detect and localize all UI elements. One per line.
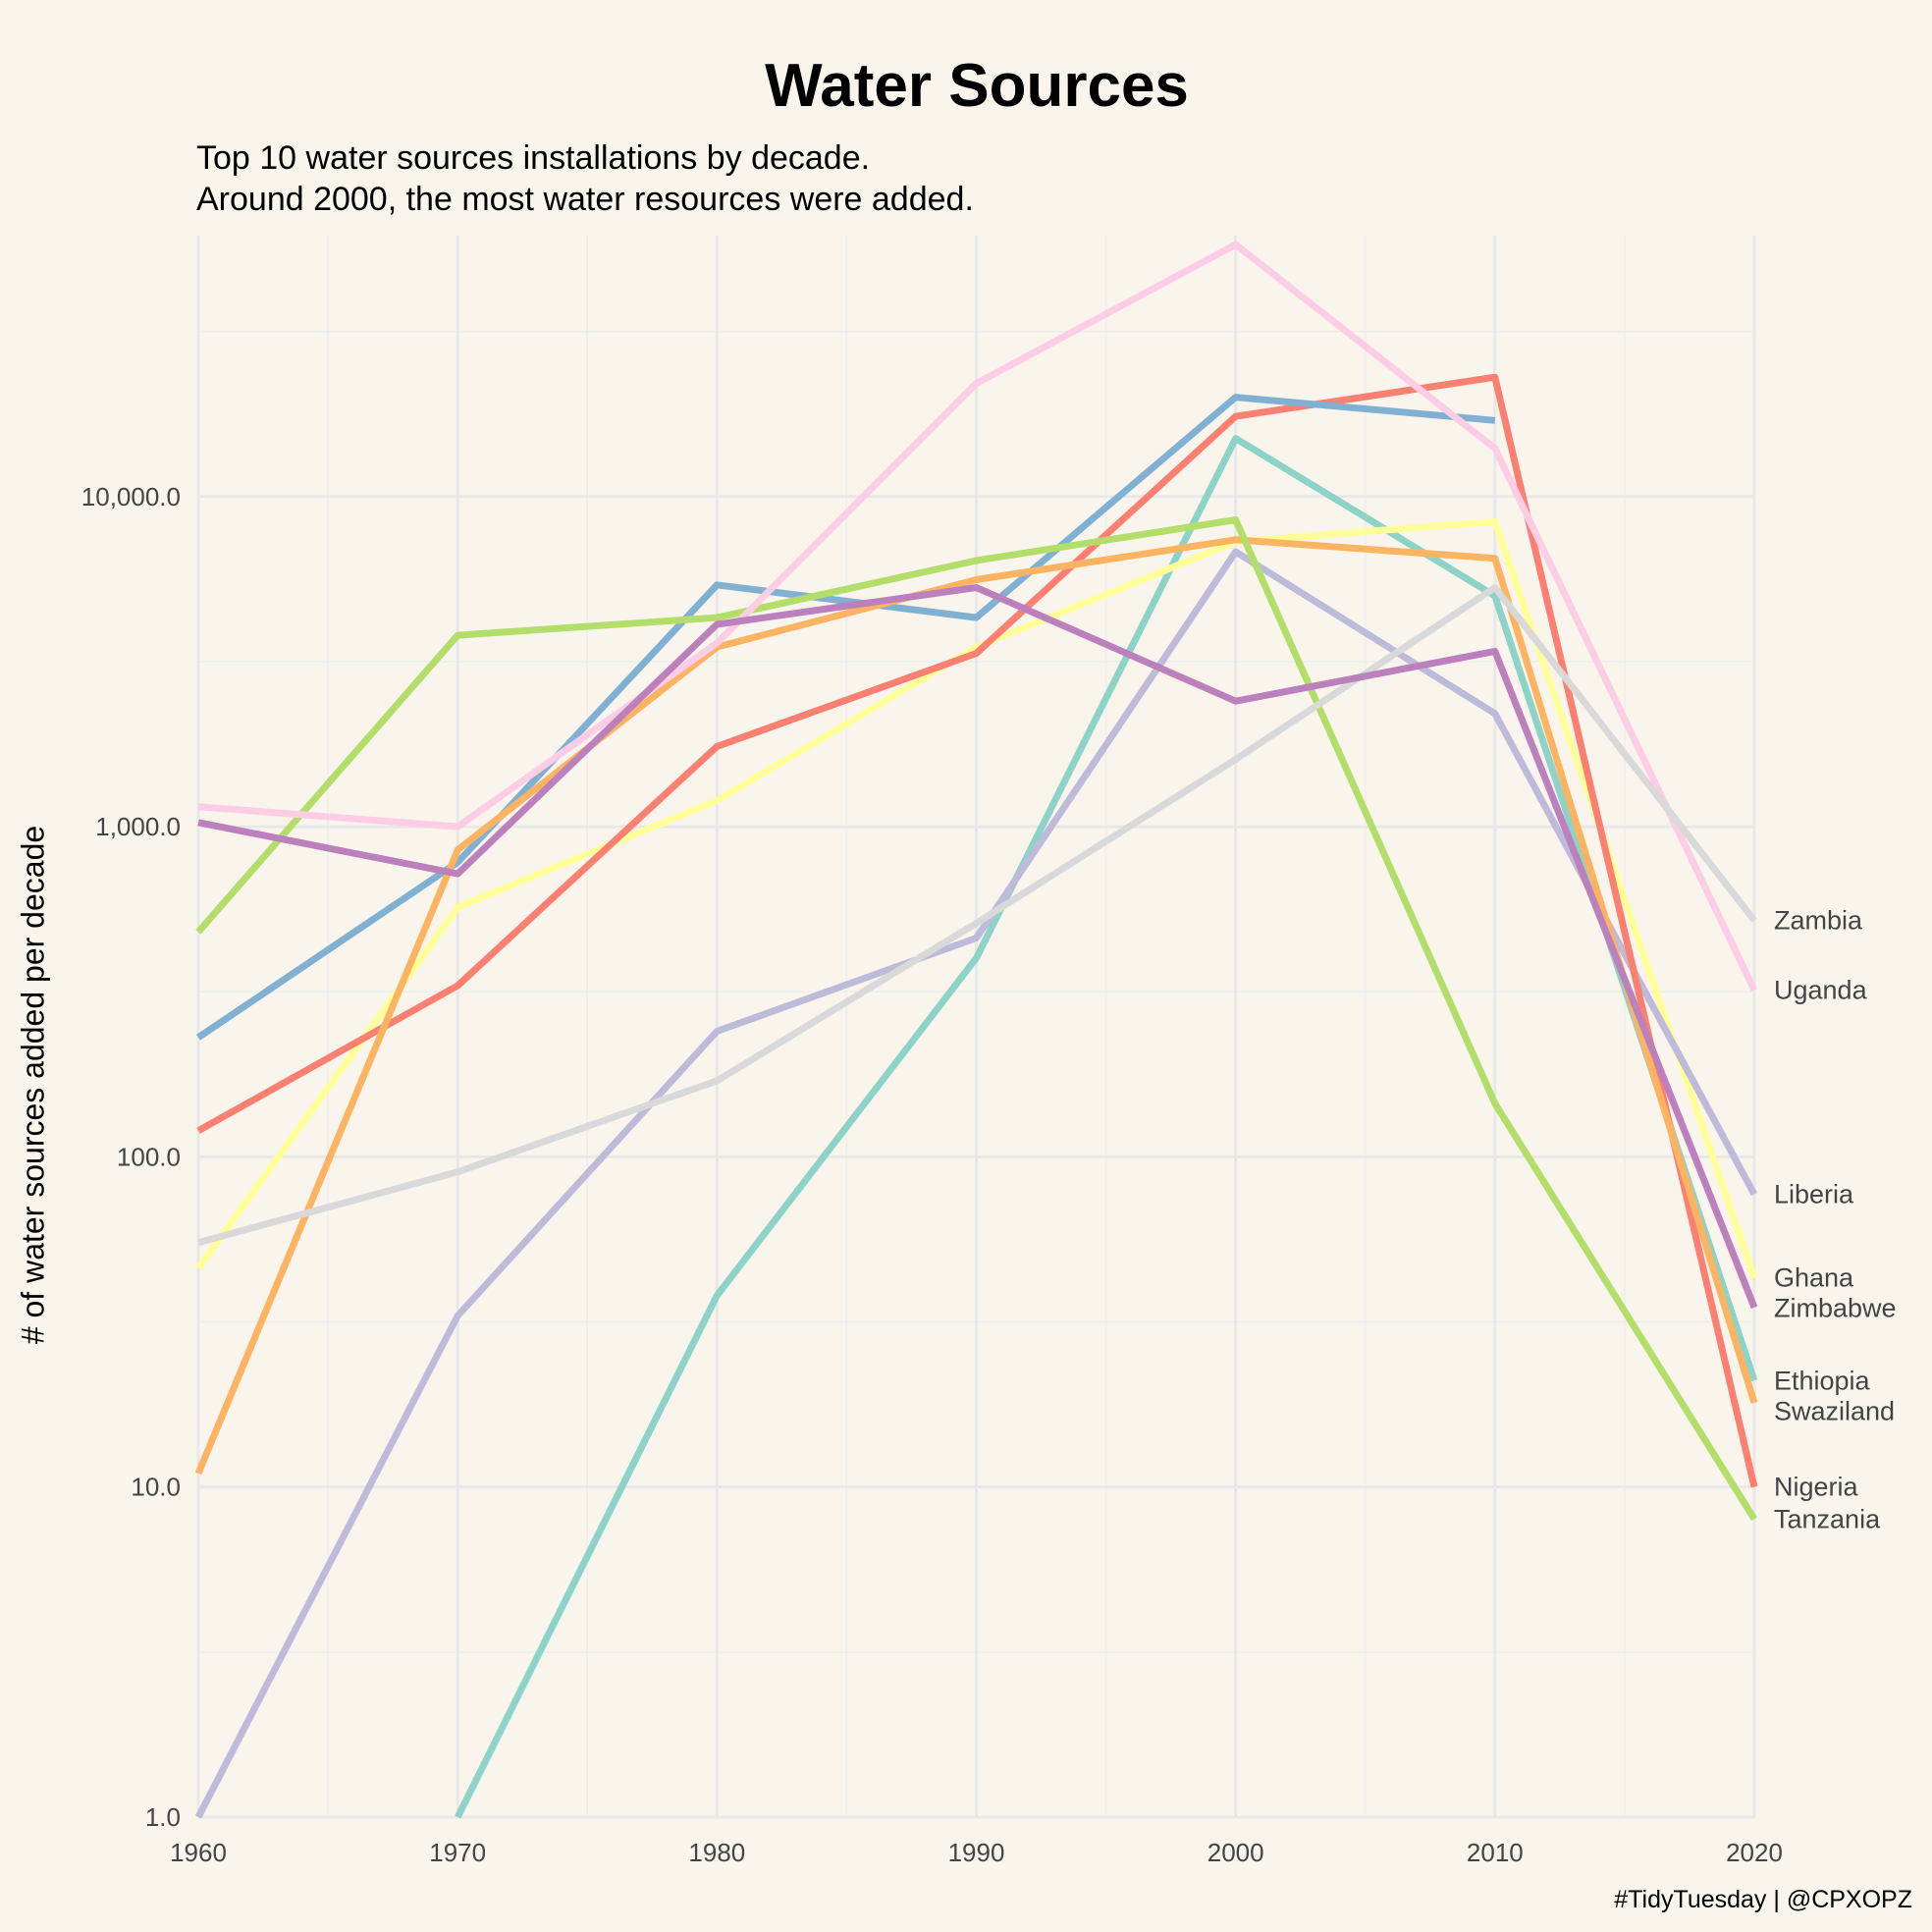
- subtitle-line-1: Top 10 water sources installations by de…: [196, 139, 871, 177]
- x-tick-label: 1970: [429, 1838, 486, 1867]
- x-tick-label: 2020: [1726, 1838, 1783, 1867]
- end-label-zambia: Zambia: [1774, 906, 1863, 936]
- chart-subtitle: Top 10 water sources installations by de…: [196, 137, 974, 220]
- end-label-ethiopia: Ethiopia: [1774, 1366, 1871, 1395]
- caption: #TidyTuesday | @CPXOPZ: [1614, 1886, 1912, 1913]
- end-label-uganda: Uganda: [1774, 976, 1868, 1005]
- x-tick-label: 2010: [1467, 1838, 1524, 1867]
- y-tick-label: 1,000.0: [95, 812, 181, 841]
- series-line-uganda: [197, 241, 1758, 993]
- end-label-tanzania: Tanzania: [1774, 1504, 1881, 1533]
- series-line-ghana: [195, 517, 1758, 1279]
- series-line-ethiopia: [455, 435, 1758, 1819]
- x-tick-label: 1960: [170, 1838, 227, 1867]
- series-line-liberia: [194, 548, 1758, 1819]
- series-line-nigeria: [196, 373, 1758, 1488]
- x-tick-label: 1990: [948, 1838, 1005, 1867]
- end-label-ghana: Ghana: [1774, 1263, 1854, 1293]
- series-line-tanzania: [195, 516, 1757, 1522]
- end-label-swaziland: Swaziland: [1774, 1396, 1895, 1425]
- y-tick-label: 10,000.0: [81, 482, 181, 511]
- y-tick-label: 100.0: [117, 1142, 181, 1171]
- series-line-swaziland: [194, 536, 1758, 1476]
- y-tick-label: 1.0: [145, 1802, 181, 1832]
- x-tick-label: 2000: [1208, 1838, 1264, 1867]
- series-line-zambia: [197, 584, 1757, 1247]
- y-tick-label: 10.0: [131, 1473, 181, 1502]
- end-label-liberia: Liberia: [1774, 1180, 1854, 1209]
- chart-title: Water Sources: [765, 52, 1189, 120]
- x-tick-label: 1980: [688, 1838, 745, 1867]
- subtitle-line-2: Around 2000, the most water resources we…: [196, 181, 974, 218]
- end-label-zimbabwe: Zimbabwe: [1774, 1294, 1897, 1323]
- end-label-nigeria: Nigeria: [1774, 1473, 1859, 1502]
- series-line-unlabeled: [196, 394, 1496, 1041]
- series-line-zimbabwe: [197, 584, 1758, 1309]
